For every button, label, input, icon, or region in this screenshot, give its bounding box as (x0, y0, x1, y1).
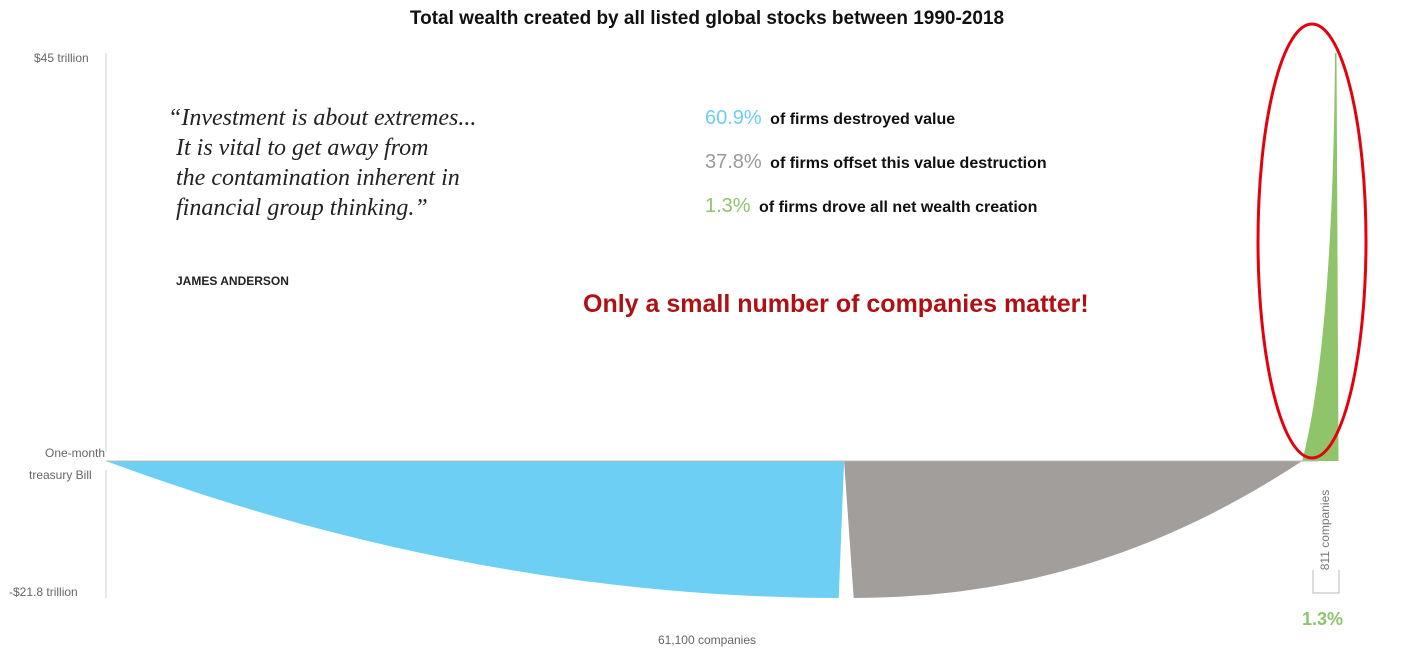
quote-line-3: the contamination inherent in (176, 165, 460, 191)
quote-line-1: “Investment is about extremes... (168, 105, 477, 131)
stat-pct-created: 1.3% (705, 195, 751, 217)
stat-pct-destroyed: 60.9% (705, 107, 762, 129)
quote-line-2: It is vital to get away from (176, 135, 429, 161)
stat-text-destroyed: of firms destroyed value (770, 111, 956, 128)
stat-pct-offset: 37.8% (705, 151, 762, 173)
quote: “Investment is about extremes... It is v… (168, 103, 476, 223)
stat-text-offset: of firms offset this value destruction (770, 155, 1047, 172)
winners-bracket (1312, 570, 1340, 594)
stat-destroyed-value: 60.9% of firms destroyed value (705, 107, 955, 130)
value-offset-area (844, 461, 1303, 598)
winners-pct-label: 1.3% (1302, 609, 1344, 629)
chart-title: Total wealth created by all listed globa… (409, 8, 1005, 29)
quote-author: JAMES ANDERSON (176, 274, 289, 288)
stat-text-created: of firms drove all net wealth creation (759, 199, 1038, 216)
stat-offset-value: 37.8% of firms offset this value destruc… (705, 151, 1047, 174)
baseline-label-line1: One-month (45, 446, 106, 460)
baseline-label-line2: treasury Bill (29, 468, 92, 482)
y-axis-top-label: $45 trillion (34, 51, 89, 65)
wealth-creators-spike (1302, 53, 1339, 461)
y-axis-bottom-label: -$21.8 trillion (9, 585, 78, 599)
x-axis-label: 61,100 companies (657, 633, 757, 647)
value-destroyers-area (106, 461, 845, 598)
quote-line-4: financial group thinking.” (176, 195, 428, 221)
highlight-ellipse (1256, 22, 1368, 460)
stat-created-wealth: 1.3% of firms drove all net wealth creat… (705, 195, 1037, 218)
winners-count-label: 811 companies (1318, 489, 1332, 571)
callout-text: Only a small number of companies matter! (583, 290, 1089, 318)
